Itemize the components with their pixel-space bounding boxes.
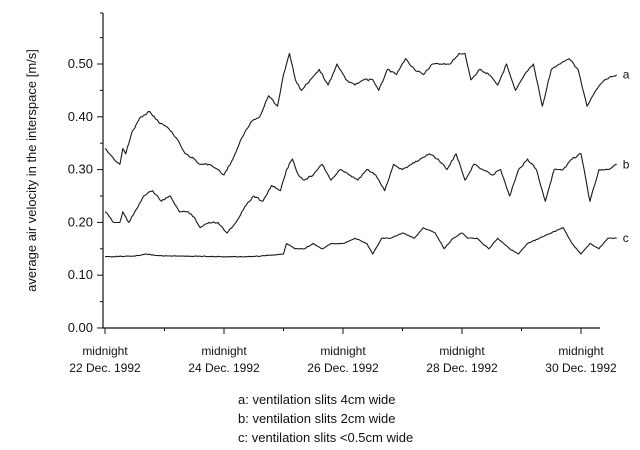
legend: a: ventilation slits 4cm wide b: ventila… <box>238 390 413 447</box>
x-tick-label: 30 Dec. 1992 <box>545 361 617 375</box>
y-tick-label: 0.40 <box>68 109 93 124</box>
x-tick-label: 28 Dec. 1992 <box>426 361 498 375</box>
series-line-b <box>104 153 617 234</box>
x-tick-label: midnight <box>82 344 128 358</box>
series-line-a <box>104 52 618 176</box>
x-tick-label: midnight <box>201 344 247 358</box>
series-label-b: b <box>623 157 630 171</box>
series-label-c: c <box>623 231 629 245</box>
plot-area: 0.00 0.10 0.20 0.30 0.40 0.50 midnight 22 Dec. … <box>68 12 630 375</box>
series-label-a: a <box>623 68 630 82</box>
line-chart: 0.00 0.10 0.20 0.30 0.40 0.50 midnight 22 Dec. … <box>24 12 630 375</box>
y-tick-label: 0.10 <box>68 267 93 282</box>
y-tick-label: 0.20 <box>68 214 93 229</box>
x-tick-label: midnight <box>320 344 366 358</box>
y-tick-label: 0.50 <box>68 56 93 71</box>
legend-item-a: a: ventilation slits 4cm wide <box>238 392 396 407</box>
x-tick-label: midnight <box>439 344 485 358</box>
x-tick-label: 22 Dec. 1992 <box>69 361 141 375</box>
y-tick-label: 0.00 <box>68 320 93 335</box>
y-axis-label: average air velocity in the interspace [… <box>24 49 39 292</box>
legend-item-b: b: ventilation slits 2cm wide <box>238 411 396 426</box>
series-line-c <box>104 227 617 258</box>
y-tick-label: 0.30 <box>68 162 93 177</box>
x-tick-label: 24 Dec. 1992 <box>188 361 260 375</box>
x-tick-label: midnight <box>558 344 604 358</box>
legend-item-c: c: ventilation slits <0.5cm wide <box>238 430 414 445</box>
x-tick-label: 26 Dec. 1992 <box>307 361 379 375</box>
